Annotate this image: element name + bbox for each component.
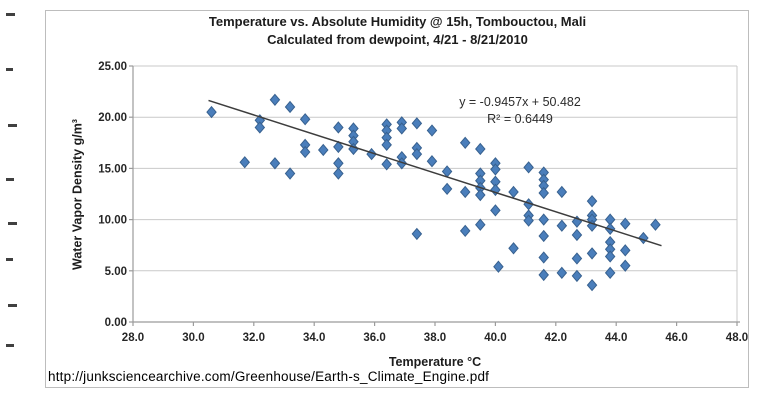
chart-title: Temperature vs. Absolute Humidity @ 15h,… (45, 13, 750, 49)
scatter-point (490, 163, 501, 176)
left-edge-artifact (8, 222, 17, 225)
left-edge-artifact (6, 344, 14, 347)
scatter-point (381, 138, 392, 152)
trend-line (208, 99, 662, 247)
left-edge-artifact (6, 68, 13, 71)
scatter-point (475, 218, 486, 231)
chart-outer-border (45, 10, 749, 388)
scatter-point (333, 121, 344, 134)
scatter-point (508, 185, 519, 199)
scatter-point (571, 252, 583, 265)
y-tick-label: 20.00 (98, 112, 127, 124)
scatter-point (586, 247, 598, 260)
scatter-point (586, 278, 598, 292)
scatter-point (239, 156, 250, 169)
x-tick-label: 36.0 (363, 332, 385, 344)
scatter-point (299, 113, 311, 126)
scatter-point (459, 224, 471, 238)
scatter-point (490, 204, 501, 217)
scatter-point (638, 231, 649, 245)
x-tick-label: 42.0 (545, 332, 567, 344)
y-tick-label: 0.00 (105, 317, 127, 329)
scatter-point (426, 155, 438, 168)
scatter-point (411, 227, 423, 241)
scatter-point (426, 124, 438, 137)
y-tick-label: 10.00 (98, 215, 127, 227)
scatter-point (604, 250, 616, 263)
scatter-point (206, 105, 217, 119)
scatter-point (556, 266, 568, 280)
scatter-point (411, 147, 423, 161)
x-tick-label: 28.0 (122, 332, 144, 344)
scatter-point (538, 229, 549, 243)
scatter-point (523, 214, 534, 227)
scatter-point (571, 269, 583, 283)
x-tick-label: 38.0 (424, 332, 446, 344)
x-tick-label: 44.0 (605, 332, 627, 344)
scatter-point (604, 266, 616, 280)
scatter-point (620, 244, 631, 257)
scatter-point (650, 218, 661, 231)
scatter-point (459, 136, 471, 149)
x-tick-label: 30.0 (182, 332, 204, 344)
scatter-point (475, 188, 486, 202)
x-tick-label: 48.0 (726, 332, 748, 344)
scatter-point (269, 93, 281, 106)
scatter-point (556, 219, 568, 232)
x-tick-label: 40.0 (484, 332, 506, 344)
x-axis-title: Temperature °C (388, 355, 482, 369)
y-axis-title: Water Vapor Density g/m³ (70, 119, 85, 270)
scatter-point (333, 167, 344, 180)
scatter-point (441, 182, 453, 196)
scatter-point (620, 217, 631, 230)
scatter-point (586, 194, 598, 208)
scatter-point (381, 158, 392, 171)
left-edge-artifact (8, 124, 17, 127)
scatter-point (538, 186, 549, 200)
trendline-equation: y = -0.9457x + 50.482 (459, 95, 581, 109)
chart-title-line2: Calculated from dewpoint, 4/21 - 8/21/20… (267, 32, 528, 47)
scatter-point (284, 100, 296, 114)
left-edge-artifact (6, 258, 13, 261)
y-tick-label: 25.00 (98, 61, 127, 73)
x-tick-label: 34.0 (303, 332, 325, 344)
scatter-point (299, 145, 311, 159)
trendline-annotation: y = -0.9457x + 50.482 R² = 0.6449 (406, 94, 634, 128)
scatter-point (493, 260, 504, 273)
scatter-point (411, 117, 423, 130)
left-edge-artifact (6, 13, 15, 16)
y-tick-label: 5.00 (105, 266, 127, 278)
scatter-point (333, 140, 344, 154)
scatter-point (556, 185, 568, 199)
scatter-point (396, 122, 408, 135)
left-edge-artifact (6, 178, 14, 181)
scatter-point (538, 213, 549, 226)
scatter-point (508, 242, 519, 255)
scatter-point (318, 143, 329, 157)
scatter-point (459, 185, 471, 199)
scatter-point (523, 161, 534, 174)
x-tick-label: 32.0 (243, 332, 265, 344)
scatter-point (571, 228, 583, 242)
x-tick-label: 46.0 (665, 332, 687, 344)
source-url-text: http://junksciencearchive.com/Greenhouse… (48, 369, 490, 384)
y-tick-label: 15.00 (98, 163, 127, 175)
scatter-point (333, 157, 344, 170)
trendline-r-squared: R² = 0.6449 (487, 112, 553, 126)
scatter-point (620, 259, 631, 272)
scatter-point (490, 183, 501, 197)
scatter-point (538, 251, 549, 264)
scatter-point (475, 142, 486, 156)
scatter-point (538, 268, 549, 282)
scatter-point (269, 157, 281, 170)
left-edge-artifact (8, 304, 17, 307)
scatter-point (254, 121, 266, 134)
scatter-point (284, 167, 296, 180)
chart-title-line1: Temperature vs. Absolute Humidity @ 15h,… (208, 14, 587, 29)
